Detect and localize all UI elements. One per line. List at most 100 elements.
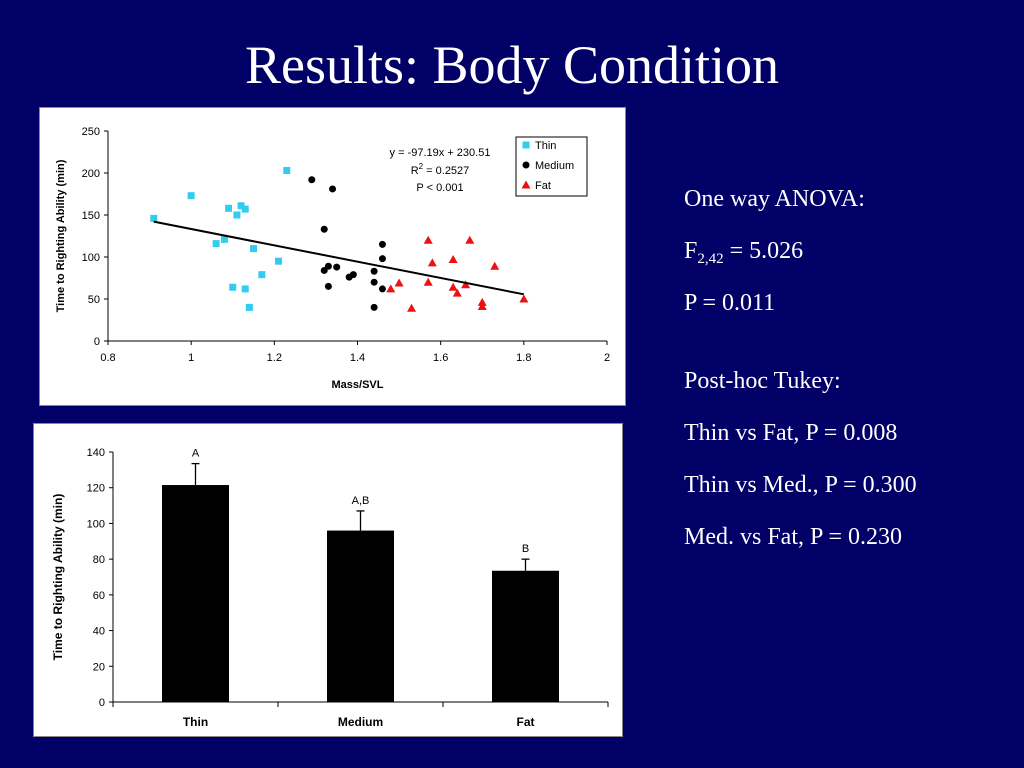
legend-label-thin: Thin — [535, 140, 556, 152]
category-label-medium: Medium — [338, 715, 383, 729]
bar-fat — [492, 570, 559, 702]
y-axis-title: Time to Righting Ability (min) — [55, 159, 67, 312]
x-tick-label: 1.2 — [267, 352, 282, 364]
point-fat — [448, 255, 458, 264]
x-tick-label: 2 — [604, 352, 610, 364]
y-tick-label: 0 — [94, 336, 100, 348]
point-thin — [274, 257, 282, 265]
point-medium — [349, 271, 357, 279]
bar-medium — [327, 530, 394, 702]
r-squared-label: R2 = 0.2527 — [411, 162, 470, 177]
x-tick-label: 1.8 — [516, 352, 531, 364]
point-thin — [250, 245, 258, 253]
point-fat — [407, 303, 417, 312]
point-fat — [519, 294, 529, 303]
legend-marker-medium — [522, 161, 530, 169]
trendline — [153, 220, 525, 296]
legend-label-medium: Medium — [535, 160, 574, 172]
y-axis-title: Time to Righting Ability (min) — [51, 494, 65, 661]
point-medium — [324, 282, 332, 290]
bar-chart-panel: 0 20 40 60 80 100 120 140 Time to Righting Abili… — [33, 423, 623, 737]
point-medium — [378, 240, 386, 248]
slide-title: Results: Body Condition — [244, 35, 780, 95]
point-medium — [320, 225, 328, 233]
point-thin — [241, 205, 249, 213]
point-thin — [220, 235, 228, 243]
f-value: = 5.026 — [723, 238, 804, 264]
point-thin — [283, 166, 291, 174]
f-prefix: F — [684, 238, 698, 264]
anova-f-statistic: F2,42 = 5.026 — [684, 238, 1014, 267]
tukey-title: Post-hoc Tukey: — [684, 368, 841, 394]
point-fat — [423, 235, 433, 244]
point-thin — [225, 204, 233, 212]
scatter-chart-panel: 0 50 100 150 200 250 0.8 1 1.2 1.4 1.6 1.8 2 Mass/SVL… — [39, 107, 626, 406]
point-thin — [187, 192, 195, 200]
point-medium — [378, 255, 386, 263]
group-label-fat: B — [522, 543, 529, 555]
point-fat — [490, 261, 500, 270]
point-medium — [370, 278, 378, 286]
point-fat — [427, 258, 437, 267]
point-fat — [386, 284, 396, 293]
point-medium — [324, 262, 332, 270]
f-subscript: 2,42 — [697, 251, 724, 267]
point-fat — [477, 302, 487, 311]
point-fat — [477, 297, 487, 306]
y-tick-label: 60 — [93, 590, 105, 602]
point-fat — [452, 288, 462, 297]
category-label-thin: Thin — [183, 715, 208, 729]
legend: Thin Medium Fat — [515, 136, 588, 197]
point-medium — [378, 285, 386, 293]
point-fat — [465, 235, 475, 244]
stats-block: One way ANOVA: F2,42 = 5.026 P = 0.011 P… — [684, 186, 1014, 576]
x-axis-title: Mass/SVL — [332, 379, 384, 391]
y-tick-label: 0 — [99, 697, 105, 709]
y-tick-label: 140 — [87, 447, 105, 459]
category-label-fat: Fat — [517, 715, 535, 729]
p-value-label: P < 0.001 — [416, 182, 463, 194]
stats-spacer — [684, 316, 1014, 368]
point-fat — [461, 280, 471, 289]
point-thin — [212, 240, 220, 248]
point-medium — [370, 303, 378, 311]
point-thin — [241, 285, 249, 293]
legend-label-fat: Fat — [535, 180, 551, 192]
point-medium — [308, 176, 316, 184]
point-fat — [394, 278, 404, 287]
legend-marker-fat — [521, 180, 531, 189]
tukey-medium-vs-fat: Med. vs Fat, P = 0.230 — [684, 524, 902, 550]
point-thin — [245, 303, 253, 311]
x-tick-label: 1.4 — [350, 352, 365, 364]
x-tick-label: 0.8 — [100, 352, 115, 364]
bar-chart: 0 20 40 60 80 100 120 140 Time to Righting Abili… — [51, 447, 609, 729]
group-label-medium: A,B — [352, 495, 370, 507]
point-medium — [370, 267, 378, 275]
point-thin — [233, 211, 241, 219]
x-tick-label: 1.6 — [433, 352, 448, 364]
tukey-thin-vs-fat: Thin vs Fat, P = 0.008 — [684, 420, 898, 446]
group-label-thin: A — [192, 448, 200, 460]
y-tick-label: 80 — [93, 554, 105, 566]
y-tick-label: 100 — [82, 252, 100, 264]
y-tick-label: 200 — [82, 168, 100, 180]
y-tick-label: 120 — [87, 483, 105, 495]
regression-equation: y = -97.19x + 230.51 — [390, 147, 491, 159]
y-tick-label: 100 — [87, 518, 105, 530]
y-tick-label: 50 — [88, 294, 100, 306]
scatter-chart: 0 50 100 150 200 250 0.8 1 1.2 1.4 1.6 1.8 2 Mass/SVL… — [55, 126, 610, 391]
tukey-thin-vs-medium: Thin vs Med., P = 0.300 — [684, 472, 917, 498]
y-tick-label: 150 — [82, 210, 100, 222]
y-tick-label: 250 — [82, 126, 100, 138]
point-medium — [333, 263, 341, 271]
x-tick-label: 1 — [188, 352, 194, 364]
point-thin — [237, 202, 245, 210]
y-tick-label: 40 — [93, 626, 105, 638]
point-thin — [150, 214, 158, 222]
point-fat — [448, 282, 458, 291]
point-thin — [229, 283, 237, 291]
anova-p-value: P = 0.011 — [684, 290, 776, 316]
point-medium — [329, 185, 337, 193]
point-thin — [258, 271, 266, 279]
bar-thin — [162, 485, 229, 702]
